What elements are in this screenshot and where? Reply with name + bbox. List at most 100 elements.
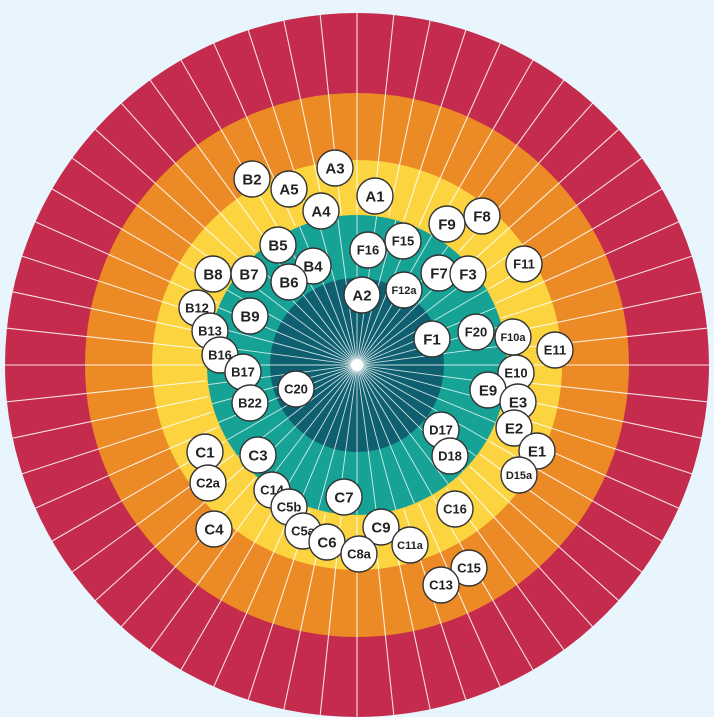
- segment-divider: [149, 487, 269, 651]
- core-spoke: [250, 258, 355, 363]
- marker-e11[interactable]: E11: [536, 331, 574, 369]
- core-spoke: [265, 367, 355, 485]
- marker-label: C1: [195, 444, 214, 461]
- core-spoke: [265, 245, 355, 363]
- marker-a2[interactable]: A2: [343, 276, 381, 314]
- marker-c4[interactable]: C4: [195, 510, 233, 548]
- marker-a5[interactable]: A5: [270, 170, 308, 208]
- core-spoke: [317, 219, 357, 362]
- marker-label: C3: [248, 447, 267, 464]
- marker-c3[interactable]: C3: [239, 436, 277, 474]
- marker-label: F1: [423, 331, 441, 348]
- marker-b6[interactable]: B6: [270, 263, 308, 301]
- marker-d18[interactable]: D18: [431, 437, 469, 475]
- marker-label: B7: [239, 266, 258, 283]
- core-spoke: [281, 234, 356, 362]
- marker-circle: [436, 490, 474, 528]
- marker-f15[interactable]: F15: [384, 222, 422, 260]
- segment-divider: [121, 477, 256, 627]
- marker-label: B12: [185, 301, 209, 316]
- marker-circle: [325, 478, 363, 516]
- core-spoke: [211, 325, 354, 365]
- marker-circle: [536, 331, 574, 369]
- marker-circle: [384, 222, 422, 260]
- marker-circle: [449, 255, 487, 293]
- core-spoke: [357, 368, 378, 514]
- marker-c15[interactable]: C15: [450, 549, 488, 587]
- marker-circle: [302, 192, 340, 230]
- marker-label: C11a: [397, 540, 424, 552]
- marker-a3[interactable]: A3: [316, 149, 354, 187]
- marker-circle: [233, 160, 271, 198]
- marker-c11a[interactable]: C11a: [391, 526, 429, 564]
- marker-label: E11: [544, 343, 566, 358]
- marker-label: B17: [231, 365, 255, 380]
- marker-f1[interactable]: F1: [413, 320, 451, 358]
- marker-circle: [495, 409, 533, 447]
- marker-label: C15: [457, 561, 481, 576]
- marker-f8[interactable]: F8: [463, 197, 501, 235]
- segment-divider: [12, 396, 209, 439]
- marker-c16[interactable]: C16: [436, 490, 474, 528]
- marker-label: E2: [505, 420, 523, 437]
- marker-label: A2: [352, 287, 371, 304]
- marker-c20[interactable]: C20: [277, 370, 315, 408]
- marker-e2[interactable]: E2: [495, 409, 533, 447]
- marker-label: E3: [509, 394, 527, 411]
- marker-label: B8: [203, 266, 222, 283]
- marker-a4[interactable]: A4: [302, 192, 340, 230]
- marker-f16[interactable]: F16: [349, 231, 387, 269]
- marker-label: A4: [311, 203, 331, 220]
- marker-f20[interactable]: F20: [457, 313, 495, 351]
- marker-label: E9: [479, 382, 497, 399]
- marker-label: F9: [438, 216, 456, 233]
- segment-divider: [121, 103, 256, 253]
- marker-circle: [391, 526, 429, 564]
- core-spoke: [299, 368, 356, 504]
- marker-circle: [463, 197, 501, 235]
- marker-b22[interactable]: B22: [231, 384, 269, 422]
- marker-f3[interactable]: F3: [449, 255, 487, 293]
- marker-d15a[interactable]: D15a: [500, 456, 538, 494]
- marker-circle: [195, 510, 233, 548]
- segment-divider: [6, 380, 206, 403]
- marker-b8[interactable]: B8: [194, 255, 232, 293]
- marker-circle: [457, 313, 495, 351]
- marker-c6[interactable]: C6: [308, 523, 346, 561]
- segment-divider: [418, 43, 501, 227]
- marker-circle: [277, 370, 315, 408]
- marker-label: B22: [238, 396, 262, 411]
- marker-c9[interactable]: C9: [362, 508, 400, 546]
- marker-b9[interactable]: B9: [231, 297, 269, 335]
- marker-circle: [505, 245, 543, 283]
- marker-label: F7: [430, 265, 448, 282]
- marker-circle: [500, 456, 538, 494]
- segment-divider: [283, 20, 326, 217]
- marker-c2a[interactable]: C2a: [189, 464, 227, 502]
- marker-b7[interactable]: B7: [230, 255, 268, 293]
- marker-e9[interactable]: E9: [469, 371, 507, 409]
- marker-c13[interactable]: C13: [422, 566, 460, 604]
- marker-circle: [231, 297, 269, 335]
- marker-f9[interactable]: F9: [428, 205, 466, 243]
- marker-f10a[interactable]: F10a: [494, 318, 532, 356]
- marker-b5[interactable]: B5: [259, 226, 297, 264]
- marker-label: A3: [325, 160, 344, 177]
- segment-divider: [508, 380, 708, 403]
- marker-label: A5: [279, 181, 298, 198]
- marker-label: C5b: [277, 500, 302, 515]
- marker-circle: [343, 276, 381, 314]
- marker-circle: [189, 464, 227, 502]
- marker-f11[interactable]: F11: [505, 245, 543, 283]
- marker-f12a[interactable]: F12a: [385, 271, 423, 309]
- segment-divider: [95, 129, 245, 264]
- marker-a1[interactable]: A1: [356, 177, 394, 215]
- center-point: [351, 359, 363, 371]
- marker-b2[interactable]: B2: [233, 160, 271, 198]
- segment-divider: [213, 503, 296, 687]
- segment-divider: [469, 129, 619, 264]
- marker-label: C9: [371, 519, 390, 536]
- marker-c8a[interactable]: C8a: [340, 535, 378, 573]
- marker-c7[interactable]: C7: [325, 478, 363, 516]
- marker-b17[interactable]: B17: [224, 353, 262, 391]
